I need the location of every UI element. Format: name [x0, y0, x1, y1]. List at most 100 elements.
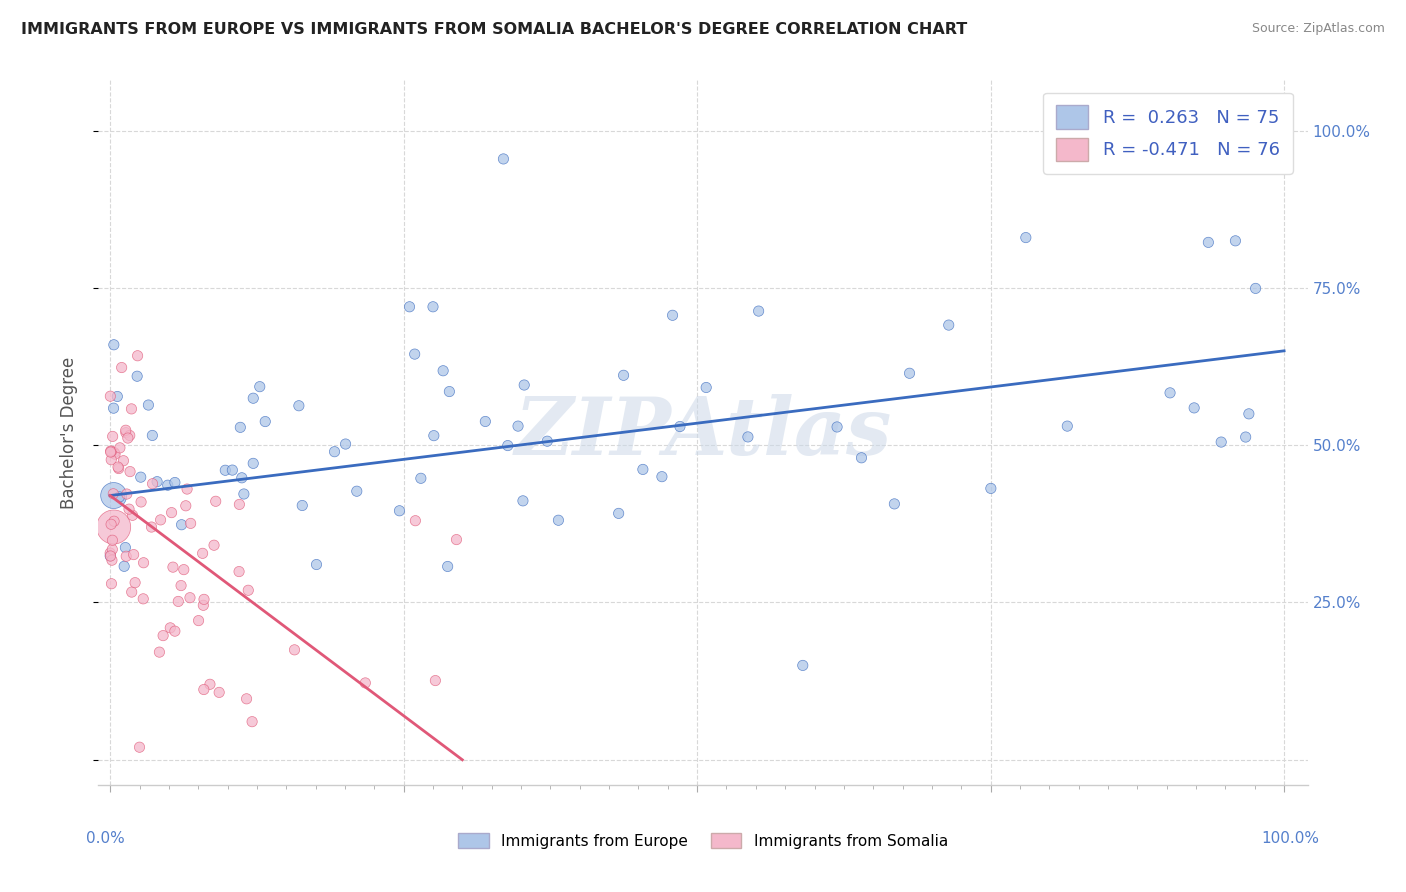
- Point: [104, 447, 127, 461]
- Text: IMMIGRANTS FROM EUROPE VS IMMIGRANTS FROM SOMALIA BACHELOR'S DEGREE CORRELATION : IMMIGRANTS FROM EUROPE VS IMMIGRANTS FRO…: [21, 22, 967, 37]
- Point: [162, 560, 184, 574]
- Point: [170, 578, 193, 592]
- Point: [288, 399, 311, 413]
- Point: [193, 599, 215, 613]
- Point: [513, 378, 536, 392]
- Text: 100.0%: 100.0%: [1261, 830, 1320, 846]
- Legend: Immigrants from Europe, Immigrants from Somalia: Immigrants from Europe, Immigrants from …: [453, 827, 953, 855]
- Point: [100, 452, 122, 467]
- Point: [148, 645, 170, 659]
- Point: [121, 508, 143, 523]
- Point: [100, 517, 122, 532]
- Point: [651, 469, 673, 483]
- Point: [101, 429, 124, 443]
- Point: [167, 594, 190, 608]
- Point: [323, 444, 346, 458]
- Point: [98, 389, 121, 403]
- Point: [141, 428, 163, 442]
- Point: [404, 347, 426, 361]
- Point: [446, 533, 468, 547]
- Point: [254, 415, 277, 429]
- Point: [115, 549, 138, 564]
- Point: [118, 502, 141, 516]
- Point: [176, 482, 198, 496]
- Point: [128, 740, 150, 755]
- Point: [108, 490, 131, 504]
- Point: [335, 437, 357, 451]
- Point: [1056, 419, 1078, 434]
- Point: [117, 431, 139, 445]
- Point: [607, 507, 630, 521]
- Point: [229, 420, 252, 434]
- Point: [354, 676, 377, 690]
- Point: [1015, 230, 1038, 244]
- Point: [170, 517, 193, 532]
- Point: [231, 471, 253, 485]
- Point: [346, 484, 368, 499]
- Point: [423, 428, 446, 442]
- Point: [103, 489, 125, 503]
- Point: [208, 685, 231, 699]
- Point: [111, 360, 134, 375]
- Point: [112, 454, 135, 468]
- Point: [115, 425, 138, 440]
- Point: [242, 391, 264, 405]
- Point: [422, 300, 444, 314]
- Point: [249, 379, 271, 393]
- Point: [695, 380, 717, 394]
- Point: [115, 487, 138, 501]
- Point: [193, 592, 215, 607]
- Point: [100, 549, 122, 563]
- Point: [138, 398, 160, 412]
- Point: [214, 463, 236, 477]
- Point: [103, 514, 125, 528]
- Point: [938, 318, 960, 332]
- Point: [114, 541, 136, 555]
- Point: [232, 487, 254, 501]
- Point: [103, 445, 125, 459]
- Point: [98, 546, 121, 560]
- Point: [118, 428, 141, 442]
- Point: [492, 152, 515, 166]
- Point: [883, 497, 905, 511]
- Point: [100, 576, 122, 591]
- Point: [121, 585, 143, 599]
- Point: [612, 368, 634, 383]
- Y-axis label: Bachelor's Degree: Bachelor's Degree: [59, 357, 77, 508]
- Point: [129, 495, 152, 509]
- Point: [228, 565, 250, 579]
- Point: [132, 591, 155, 606]
- Point: [669, 419, 692, 434]
- Point: [474, 415, 496, 429]
- Point: [436, 559, 458, 574]
- Point: [238, 583, 260, 598]
- Point: [547, 513, 569, 527]
- Point: [1182, 401, 1205, 415]
- Point: [101, 553, 124, 567]
- Point: [103, 338, 125, 352]
- Text: Source: ZipAtlas.com: Source: ZipAtlas.com: [1251, 22, 1385, 36]
- Point: [536, 434, 558, 449]
- Point: [1226, 123, 1249, 137]
- Point: [191, 546, 214, 560]
- Point: [100, 445, 122, 459]
- Point: [825, 420, 848, 434]
- Point: [1225, 234, 1247, 248]
- Point: [432, 364, 454, 378]
- Point: [107, 460, 129, 475]
- Point: [404, 514, 426, 528]
- Point: [129, 470, 152, 484]
- Point: [103, 520, 125, 534]
- Point: [305, 558, 328, 572]
- Point: [198, 677, 221, 691]
- Point: [1244, 281, 1267, 295]
- Point: [107, 461, 129, 475]
- Point: [512, 493, 534, 508]
- Point: [105, 389, 128, 403]
- Point: [193, 682, 215, 697]
- Point: [127, 369, 149, 384]
- Point: [439, 384, 461, 399]
- Point: [101, 542, 124, 557]
- Point: [242, 456, 264, 470]
- Point: [160, 506, 183, 520]
